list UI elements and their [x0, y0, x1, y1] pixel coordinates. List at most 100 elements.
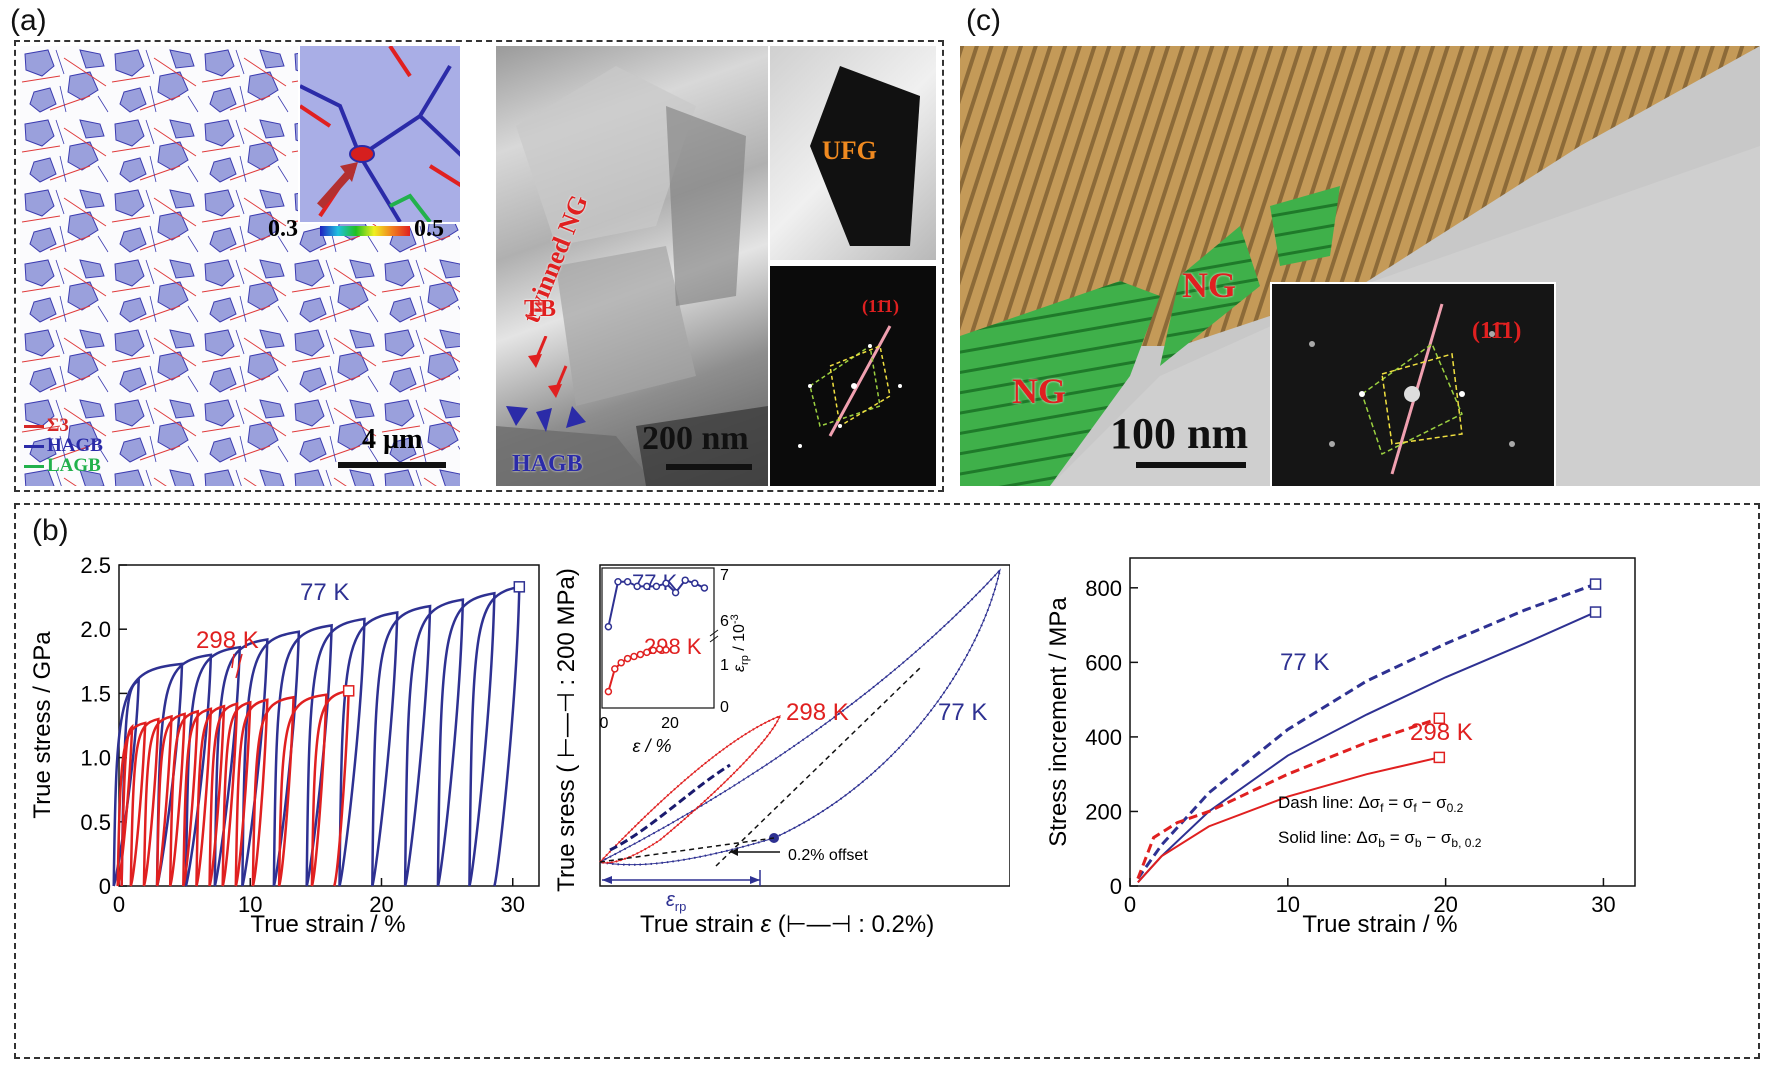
chart-left-xlabel: True strain / % — [250, 911, 405, 938]
inset-point — [611, 665, 619, 673]
chart-right-label-298k: 298 K — [1410, 719, 1473, 746]
chart-left-cycle — [272, 623, 333, 887]
chart-right-frame — [1129, 557, 1636, 887]
mid-offset-line — [715, 667, 921, 867]
inset-point — [662, 646, 670, 654]
inset-point — [630, 652, 638, 661]
chart-left-cycle — [129, 717, 160, 887]
chart-right-xlabel: True strain / % — [1302, 911, 1457, 938]
chart-left-cycle — [116, 723, 134, 887]
chart-right-end-marker — [1589, 606, 1602, 618]
panel-c-ng-label-2: NG — [1182, 265, 1236, 305]
chart-right-xtick: 10 — [1276, 892, 1300, 917]
chart-right-line — [1137, 756, 1440, 883]
chart-right-ylabel: Stress increment / MPa — [1045, 597, 1072, 847]
inset-ytick-6: 6 — [720, 613, 729, 630]
colorbar-max: 0.5 — [414, 216, 444, 242]
inset-point — [617, 658, 625, 667]
chart-left-cycle — [182, 707, 213, 887]
chart-left-xtick: 0 — [113, 892, 125, 917]
chart-right-ytick: 800 — [1085, 576, 1122, 601]
chart-left-cycle — [221, 700, 252, 887]
chart-left-cycle — [155, 653, 213, 887]
chart-left-cycle — [403, 598, 465, 887]
inset-point — [700, 584, 709, 592]
panel-label-b: (b) — [32, 514, 69, 547]
chart-left-ytick: 0 — [99, 874, 111, 899]
chart-right-ytick: 0 — [1110, 874, 1122, 899]
tem-scale-bar — [666, 464, 752, 470]
chart-right-end-marker — [1433, 712, 1446, 725]
chart-left-cycle — [168, 709, 200, 887]
inset-point — [691, 579, 699, 588]
inset-point — [671, 588, 680, 597]
diffraction-c-plane: (11̄1) — [1472, 318, 1522, 344]
chart-left-xtick: 10 — [238, 892, 262, 917]
panel-c-ng-label-1: NG — [1012, 371, 1066, 411]
chart-left-end-marker — [342, 685, 355, 697]
legend-hagb: HAGB — [24, 435, 103, 456]
tem-image: twinned NG TB HAGB 200 nm — [496, 46, 768, 486]
inset-point — [623, 578, 632, 586]
chart-left-cycle — [208, 702, 239, 887]
chart-left-label-77k: 77 K — [300, 579, 349, 606]
panel-c-scale-label: 100 nm — [1110, 409, 1249, 458]
colorbar — [320, 226, 410, 236]
diffraction-a: (11̄1) — [770, 266, 936, 486]
chart-left-label-298k: 298 K — [196, 627, 259, 654]
panel-label-a: (a) — [10, 4, 47, 37]
chart-left-cycle — [305, 617, 366, 887]
chart-left-298k-arrow — [231, 653, 243, 679]
chart-left-cycle — [277, 693, 328, 887]
chart-left-cycle — [116, 721, 147, 887]
inset-point — [623, 654, 632, 663]
panel-label-c: (c) — [966, 4, 1001, 37]
chart-right-ytick: 600 — [1085, 650, 1122, 675]
inset-label-298k: 298 K — [644, 634, 702, 659]
tem-label-hagb: HAGB — [512, 451, 583, 477]
inset-ytick-0: 0 — [720, 699, 729, 716]
chart-left-ylabel: True stress / GPa — [29, 631, 56, 819]
mid-dashed-loop — [609, 763, 731, 852]
inset-point — [636, 650, 645, 659]
chart-mid-ylabel: True sress ( ⊢—⊣ : 200 MPa) — [553, 568, 580, 892]
tem-label-tb: TB — [524, 296, 557, 322]
chart-left-cycle — [155, 712, 186, 887]
chart-right-line — [1136, 582, 1597, 880]
chart-left-ytick: 0.5 — [80, 810, 111, 835]
chart-right: 0 10 20 30 0 200 400 600 800 True strain / % Str… — [1045, 557, 1636, 938]
chart-left-frame — [118, 564, 540, 887]
inset-point — [655, 645, 664, 653]
inset-xtick-20: 20 — [661, 715, 679, 732]
chart-left-cycle — [338, 611, 399, 887]
inset-xtick-0: 0 — [600, 715, 609, 732]
chart-left-cycle — [251, 695, 295, 887]
ebsd-inset — [298, 46, 460, 224]
inset-point — [662, 579, 670, 588]
diffraction-c: (11̄1) — [1270, 282, 1556, 486]
chart-right-end-marker — [1589, 578, 1602, 590]
chart-left-end-marker — [513, 581, 526, 593]
chart-right-xtick: 30 — [1591, 892, 1615, 917]
ebsd-map: 0.3 0.5 Σ3 HAGB LAGB 4 µm — [20, 46, 460, 486]
chart-right-ytick: 200 — [1085, 799, 1122, 824]
chart-left-xtick: 20 — [369, 892, 393, 917]
chart-left-cycle — [213, 638, 269, 887]
chart-left-cycle — [142, 714, 173, 887]
chart-left-cycle — [234, 698, 269, 887]
inset-ytick-1: 1 — [720, 657, 729, 674]
panel-a-frame — [14, 40, 944, 492]
diffraction-a-plane: (11̄1) — [862, 296, 900, 316]
inset-point — [633, 582, 641, 591]
ebsd-legend: Σ3 HAGB LAGB — [24, 415, 103, 476]
panel-b-frame — [14, 503, 1760, 1059]
panel-c-image: NG NG 100 nm (11̄1) — [960, 46, 1760, 486]
tem-scale-label: 200 nm — [642, 420, 749, 457]
mid-offset-label: 0.2% offset — [788, 847, 868, 864]
inset-point — [643, 648, 651, 657]
chart-left-cycle — [436, 591, 496, 887]
inset-point — [649, 646, 657, 655]
ebsd-scale-label: 4 µm — [362, 424, 423, 455]
legend-lagb: LAGB — [24, 455, 103, 476]
